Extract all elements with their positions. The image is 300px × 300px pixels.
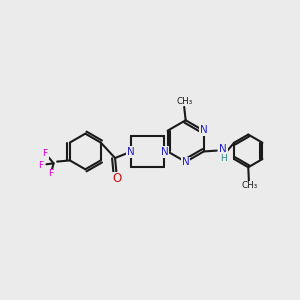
Text: CH₃: CH₃ xyxy=(242,181,258,190)
Text: N: N xyxy=(161,147,169,157)
Text: F: F xyxy=(38,161,44,170)
Text: H: H xyxy=(220,154,226,163)
Text: N: N xyxy=(127,147,135,157)
Text: N: N xyxy=(200,125,208,135)
Text: F: F xyxy=(43,149,48,158)
Text: O: O xyxy=(112,172,122,185)
Text: N: N xyxy=(182,158,190,167)
Text: N: N xyxy=(219,144,227,154)
Text: CH₃: CH₃ xyxy=(176,97,192,106)
Text: F: F xyxy=(48,169,53,178)
